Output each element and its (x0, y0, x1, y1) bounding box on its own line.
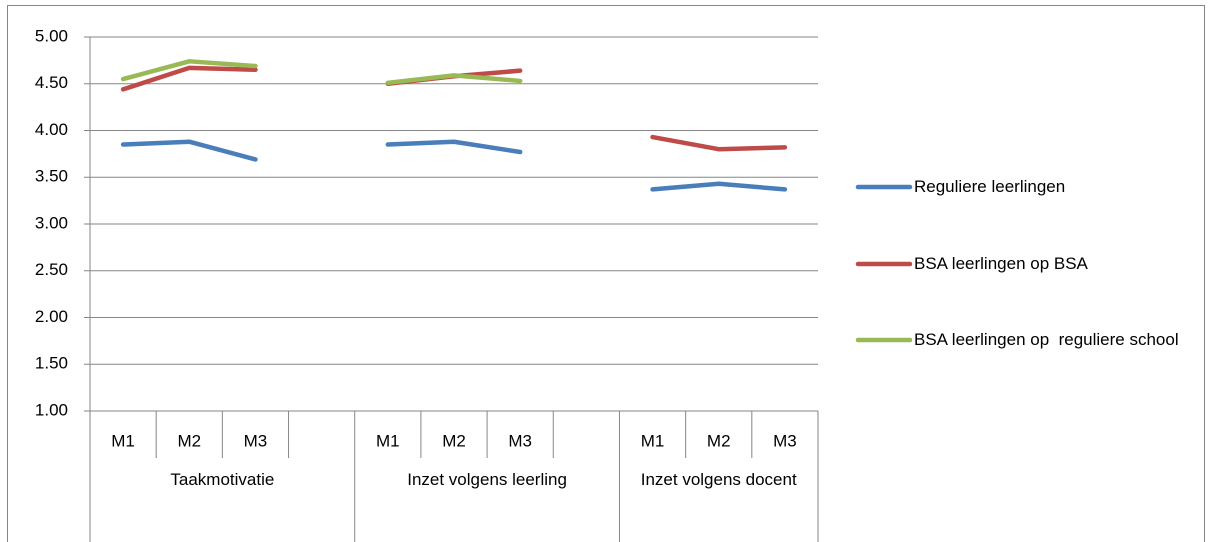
x-tick-label: M2 (177, 431, 201, 450)
x-tick-label: M1 (376, 431, 400, 450)
y-tick-label: 4.50 (35, 73, 68, 92)
series-line (120, 59, 523, 86)
group-label: Inzet volgens leerling (407, 470, 567, 489)
group-label: Taakmotivatie (170, 470, 275, 489)
legend-label: Reguliere leerlingen (914, 177, 1066, 196)
y-tick-label: 3.50 (35, 167, 68, 186)
legend-label: BSA leerlingen op BSA (914, 254, 1088, 273)
x-tick-label: M1 (641, 431, 665, 450)
y-tick-label: 2.50 (35, 260, 68, 279)
x-tick-label: M3 (244, 431, 268, 450)
group-label: Inzet volgens docent (640, 470, 797, 489)
y-tick-label: 5.00 (35, 26, 68, 45)
series-line (120, 139, 788, 192)
series-line (120, 65, 788, 152)
x-tick-label: M1 (111, 431, 135, 450)
y-tick-label: 1.00 (35, 400, 68, 419)
x-tick-label: M2 (442, 431, 466, 450)
y-tick-label: 3.00 (35, 213, 68, 232)
y-tick-label: 2.00 (35, 307, 68, 326)
y-tick-label: 1.50 (35, 354, 68, 373)
legend-label: BSA leerlingen op reguliere school (914, 330, 1179, 349)
y-tick-label: 4.00 (35, 120, 68, 139)
x-tick-label: M3 (508, 431, 532, 450)
x-tick-label: M3 (773, 431, 797, 450)
x-tick-label: M2 (707, 431, 731, 450)
chart-frame (7, 5, 1205, 542)
